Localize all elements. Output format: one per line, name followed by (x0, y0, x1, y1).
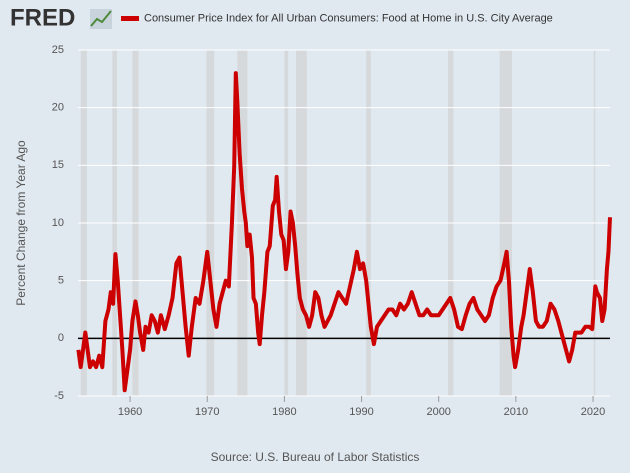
logo-icon (90, 9, 112, 29)
x-tick-label: 2000 (426, 406, 450, 418)
y-tick-label: 20 (52, 102, 64, 114)
x-tick-label: 1980 (272, 406, 296, 418)
y-tick-label: 10 (52, 217, 64, 229)
logo-icon-line (90, 10, 112, 27)
y-tick-label: 0 (58, 332, 64, 344)
y-tick-label: 15 (52, 159, 64, 171)
x-tick-label: 1970 (195, 406, 219, 418)
y-tick-label: 5 (58, 275, 64, 287)
x-tick-label: 2010 (504, 406, 528, 418)
x-tick-label: 1960 (118, 406, 142, 418)
logo: FRED (10, 4, 75, 31)
source: Source: U.S. Bureau of Labor Statistics (211, 450, 420, 464)
legend-swatch (121, 16, 139, 21)
y-tick-label: -5 (54, 390, 64, 402)
series-line (76, 71, 612, 393)
legend-label: Consumer Price Index for All Urban Consu… (144, 12, 553, 24)
x-tick-label: 2020 (581, 406, 605, 418)
y-tick-label: 25 (52, 44, 64, 56)
y-axis-label: Percent Change from Year Ago (14, 140, 28, 306)
logo-icon-bg (90, 9, 112, 29)
x-tick-label: 1990 (349, 406, 373, 418)
